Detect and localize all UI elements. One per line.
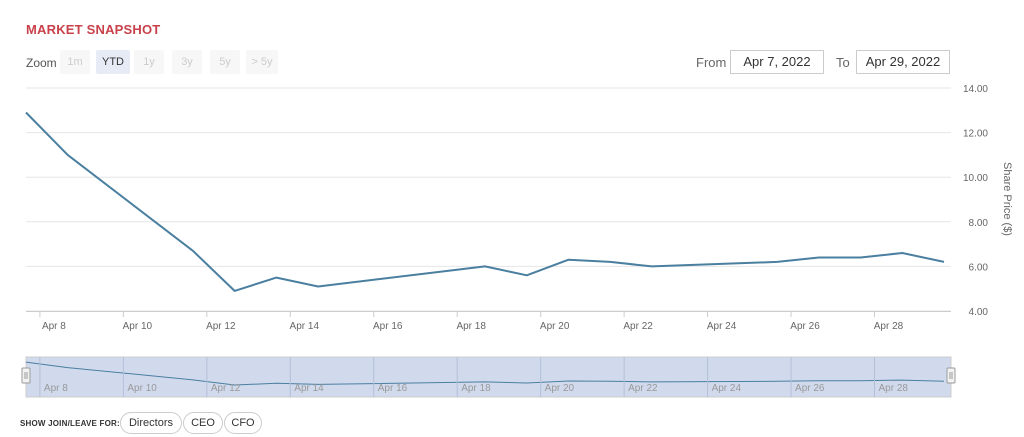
x-tick-label: Apr 26	[790, 321, 820, 332]
grid-lines	[26, 87, 951, 312]
navigator-tick-label: Apr 16	[378, 383, 408, 394]
navigator-tick-label: Apr 22	[628, 383, 658, 394]
y-tick-label: 14.00	[963, 84, 988, 95]
y-axis-label: Share Price ($)	[1001, 162, 1013, 236]
navigator-series-line	[25, 361, 945, 386]
to-date-input[interactable]: Apr 29, 2022	[856, 50, 950, 74]
navigator-right-handle[interactable]	[946, 367, 956, 384]
series-layer	[25, 111, 945, 292]
x-tick-label: Apr 20	[540, 321, 570, 332]
zoom-button-ytd[interactable]: YTD	[96, 50, 130, 74]
filter-directors-button[interactable]: Directors	[120, 412, 182, 434]
zoom-button-3y[interactable]: 3y	[172, 50, 202, 74]
zoom-button-1m[interactable]: 1m	[60, 50, 90, 74]
filter-ceo-button[interactable]: CEO	[183, 412, 223, 434]
navigator-tick-label: Apr 20	[545, 383, 575, 394]
join-leave-label: SHOW JOIN/LEAVE FOR:	[20, 419, 120, 428]
x-tick-label: Apr 14	[290, 321, 320, 332]
navigator-tick-label: Apr 14	[294, 383, 324, 394]
navigator-tick-label: Apr 18	[461, 383, 491, 394]
zoom-button-5y[interactable]: > 5y	[246, 50, 278, 74]
page-title: MARKET SNAPSHOT	[26, 22, 161, 37]
y-tick-label: 4.00	[969, 307, 989, 318]
y-tick-label: 8.00	[969, 218, 989, 229]
y-tick-label: 10.00	[963, 173, 988, 184]
navigator-tick-label: Apr 28	[878, 383, 908, 394]
navigator-left-handle[interactable]	[21, 367, 31, 384]
navigator-tick-label: Apr 24	[712, 383, 742, 394]
from-date-input[interactable]: Apr 7, 2022	[730, 50, 824, 74]
x-tick-label: Apr 8	[42, 321, 66, 332]
x-axis-ticks: Apr 8 Apr 10 Apr 12 Apr 14 Apr 16 Apr 18 Apr 2…	[39, 311, 904, 332]
y-axis-ticks: 4.00 6.00 8.00 10.00 12.00 14.00	[963, 84, 988, 318]
navigator-tick-label: Apr 10	[127, 383, 157, 394]
y-tick-label: 6.00	[969, 262, 989, 273]
x-tick-label: Apr 16	[373, 321, 403, 332]
navigator-tick-label: Apr 8	[44, 383, 68, 394]
x-tick-label: Apr 10	[123, 321, 153, 332]
handle-body	[21, 367, 31, 384]
x-tick-label: Apr 24	[707, 321, 737, 332]
handle-body	[946, 367, 956, 384]
navigator-tick-label: Apr 26	[795, 383, 825, 394]
x-tick-label: Apr 28	[874, 321, 904, 332]
from-label: From	[696, 55, 727, 70]
x-tick-label: Apr 18	[456, 321, 486, 332]
x-tick-label: Apr 12	[206, 321, 236, 332]
zoom-button-1y[interactable]: 1y	[134, 50, 164, 74]
series-line-0	[25, 111, 945, 292]
to-label: To	[836, 55, 850, 70]
filter-cfo-button[interactable]: CFO	[224, 412, 262, 434]
zoom-label: Zoom	[26, 56, 57, 70]
x-tick-label: Apr 22	[623, 321, 653, 332]
navigator[interactable]: Apr 8 Apr 10 Apr 12 Apr 14 Apr 16 Apr 18 Apr 2…	[21, 356, 956, 398]
navigator-tick-label: Apr 12	[211, 383, 241, 394]
zoom-button-5y[interactable]: 5y	[210, 50, 240, 74]
y-tick-label: 12.00	[963, 129, 988, 140]
